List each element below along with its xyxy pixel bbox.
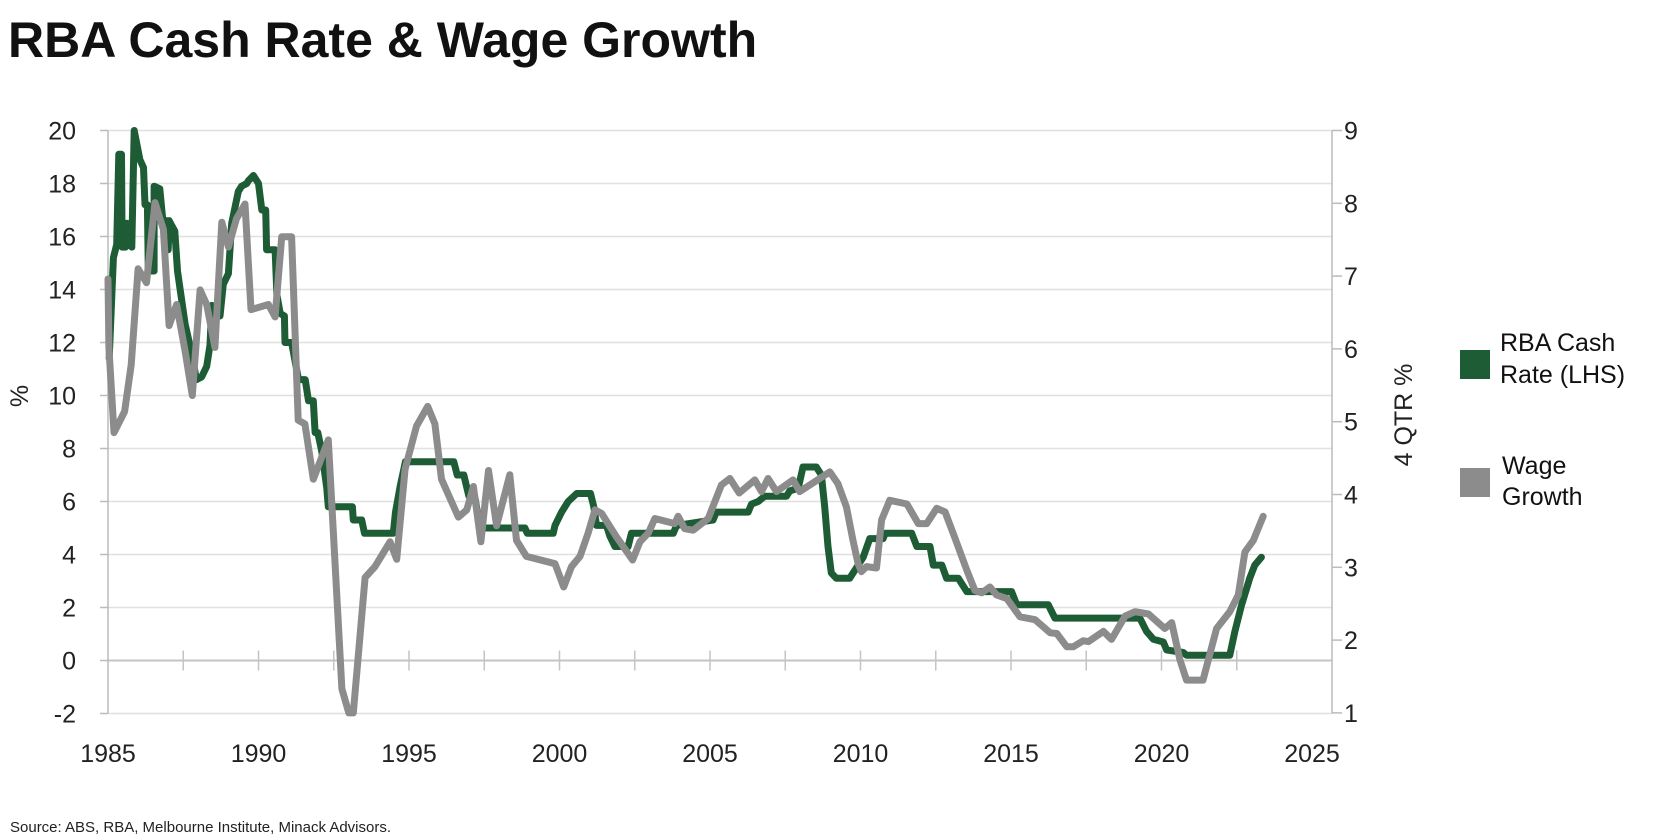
- x-tick-label: 2020: [1134, 740, 1190, 768]
- y-right-tick-label: 5: [1344, 409, 1358, 437]
- gridlines: [108, 129, 1332, 715]
- x-tick-label: 2015: [983, 740, 1039, 768]
- x-tick-label: 1995: [381, 740, 437, 768]
- cash-rate-line: [105, 127, 1265, 659]
- legend-label-cash-rate-line1: RBA Cash: [1500, 329, 1615, 357]
- x-axis-labels: 1985 1990 1995 2000 2005 2010 2015 2020 2025: [80, 740, 1340, 768]
- legend-label-wage-growth-line2: Growth: [1502, 483, 1583, 511]
- y-left-tick-label: 18: [48, 171, 76, 199]
- y-right-tick-label: 3: [1344, 554, 1358, 582]
- y-axis-right-title: 4 QTR %: [1390, 364, 1418, 467]
- y-right-tick-label: 4: [1344, 482, 1358, 510]
- legend-label-cash-rate-line2: Rate (LHS): [1500, 361, 1625, 389]
- y-right-tick-label: 9: [1344, 118, 1358, 146]
- y-left-tick-label: 0: [62, 648, 76, 676]
- y-left-tick-label: 20: [48, 118, 76, 146]
- x-tick-label: 2005: [682, 740, 738, 768]
- y-left-tick-label: 8: [62, 436, 76, 464]
- y-right-tick-label: 8: [1344, 190, 1358, 218]
- legend-swatch-cash-rate: [1460, 350, 1490, 379]
- legend: RBA Cash Rate (LHS) Wage Growth: [1460, 329, 1625, 511]
- y-right-tick-label: 6: [1344, 336, 1358, 364]
- y-left-tick-label: 12: [48, 330, 76, 358]
- x-tick-label: 1990: [231, 740, 287, 768]
- y-left-tick-label: 10: [48, 383, 76, 411]
- axes: [100, 129, 1342, 715]
- legend-swatch-wage-growth: [1460, 468, 1490, 497]
- x-tick-label: 1985: [80, 740, 136, 768]
- y-left-tick-label: 4: [62, 542, 76, 570]
- y-left-tick-label: 16: [48, 224, 76, 252]
- series-lines: [104, 127, 1267, 717]
- y-axis-left-title: %: [6, 385, 34, 407]
- y-right-tick-label: 7: [1344, 263, 1358, 291]
- y-left-tick-label: 2: [62, 595, 76, 623]
- source-note: Source: ABS, RBA, Melbourne Institute, M…: [10, 819, 391, 836]
- y-left-tick-label: 14: [48, 277, 76, 305]
- y-left-tick-label: -2: [54, 701, 76, 729]
- x-tick-label: 2025: [1284, 740, 1340, 768]
- y-axis-right-labels: 9 8 7 6 5 4 3 2 1: [1344, 118, 1358, 728]
- y-right-tick-label: 2: [1344, 627, 1358, 655]
- legend-label-wage-growth-line1: Wage: [1502, 452, 1566, 480]
- y-left-tick-label: 6: [62, 489, 76, 517]
- y-right-tick-label: 1: [1344, 700, 1358, 728]
- x-tick-label: 2010: [833, 740, 889, 768]
- x-tick-label: 2000: [532, 740, 588, 768]
- chart-title: RBA Cash Rate & Wage Growth: [8, 12, 757, 68]
- wage-growth-line: [104, 199, 1267, 717]
